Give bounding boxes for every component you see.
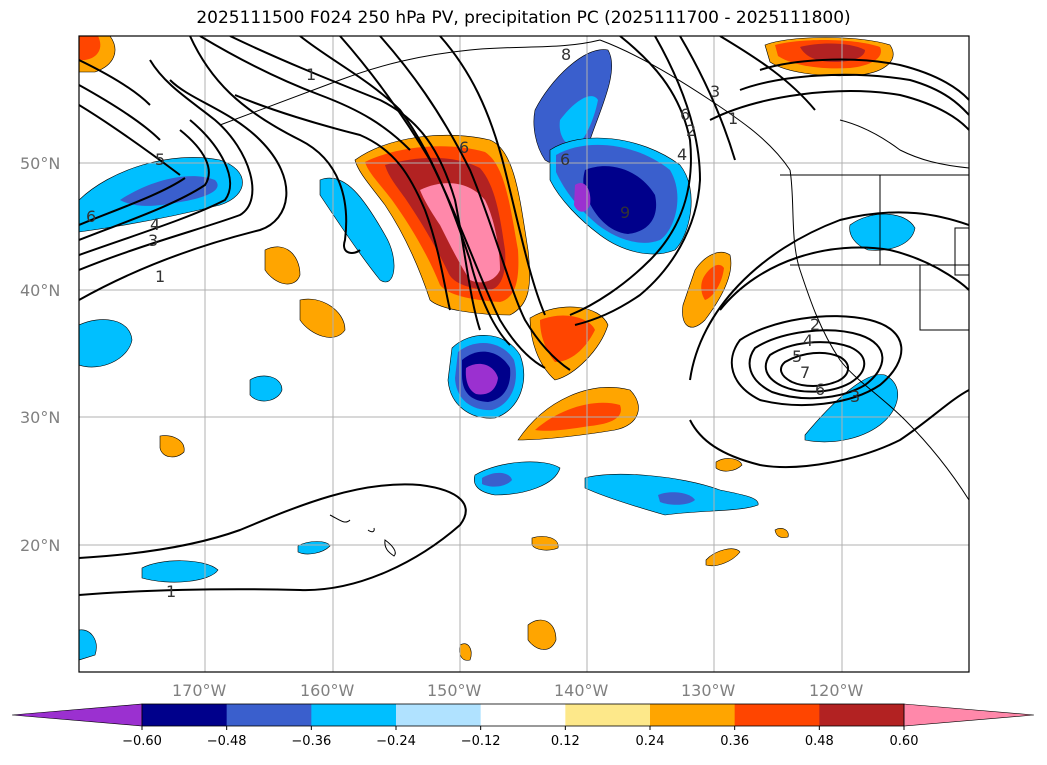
colorbar-extend-max: [903, 703, 1035, 727]
contour-label: 3: [850, 387, 860, 406]
contour-label: 6: [680, 105, 690, 124]
colorbar-segment: [480, 704, 566, 726]
colorbar-segment: [311, 704, 397, 726]
contour-label: 4: [150, 215, 160, 234]
colorbar-segment: [650, 704, 736, 726]
colorbar-tick-label: 0.12: [551, 734, 580, 749]
colorbar-tick-label: −0.36: [291, 734, 331, 749]
colorbar-tick-label: 0.48: [805, 734, 834, 749]
lon-label: 120°W: [809, 681, 864, 700]
lon-label: 140°W: [554, 681, 609, 700]
colorbar-segment: [565, 704, 651, 726]
lat-label: 40°N: [20, 281, 60, 300]
lon-label: 160°W: [300, 681, 355, 700]
precipitation-shading: [79, 36, 916, 661]
latitude-labels: 50°N 40°N 30°N 20°N: [20, 154, 60, 555]
contour-label: 4: [677, 145, 687, 164]
colorbar-tick-label: 0.24: [636, 734, 665, 749]
colorbar-segment: [819, 704, 905, 726]
longitude-labels: 170°W 160°W 150°W 140°W 130°W 120°W: [172, 681, 864, 700]
coastlines: [219, 39, 969, 557]
colorbar-segment: [142, 704, 228, 726]
contour-label: 1: [728, 109, 738, 128]
lon-label: 150°W: [427, 681, 482, 700]
contour-label: 6: [815, 380, 825, 399]
plot-frame: [78, 35, 970, 673]
contour-label: 5: [792, 347, 802, 366]
contour-label: 3: [148, 231, 158, 250]
contour-label: 3: [710, 82, 720, 101]
contour-label: 1: [155, 267, 165, 286]
contour-label: 1: [166, 582, 176, 601]
colorbar-tick-label: −0.48: [207, 734, 247, 749]
lon-label: 170°W: [172, 681, 227, 700]
contour-label: 2: [810, 315, 820, 334]
contour-label: 6: [560, 150, 570, 169]
pv-contours: [79, 36, 969, 596]
colorbar-tick-label: −0.24: [376, 734, 416, 749]
contour-label: 6: [459, 138, 469, 157]
colorbar-segment: [226, 704, 312, 726]
colorbar-tick-label: −0.12: [461, 734, 501, 749]
contour-label: 7: [800, 363, 810, 382]
contour-label: 6: [86, 207, 96, 226]
colorbar-segment: [396, 704, 482, 726]
contour-labels: 1 3 4 6 1 5 6 6 8 9 1 4 2 4 5 6 3 6 3 2 …: [86, 45, 860, 601]
lon-label: 130°W: [681, 681, 736, 700]
contour-label: 4: [803, 331, 813, 350]
colorbar-tick-label: −0.60: [122, 734, 162, 749]
colorbar-extend-min: [11, 703, 143, 727]
graticule: [79, 36, 969, 672]
colorbar-segment: [734, 704, 820, 726]
colorbar-tick-label: 0.60: [890, 734, 919, 749]
contour-label: 5: [155, 150, 165, 169]
colorbar-tick-label: 0.36: [720, 734, 749, 749]
lat-label: 50°N: [20, 154, 60, 173]
colorbar-frame: [141, 703, 905, 727]
contour-label: 9: [620, 203, 630, 222]
colorbar: −0.60 −0.48 −0.36 −0.24 −0.12 0.12 0.24 0.36 0.4…: [11, 703, 1035, 749]
map-title: 2025111500 F024 250 hPa PV, precipitatio…: [196, 8, 851, 28]
contour-label: 2: [686, 121, 696, 140]
contour-label: 8: [561, 45, 571, 64]
lat-label: 20°N: [20, 536, 60, 555]
contour-label: 1: [306, 65, 316, 84]
lat-label: 30°N: [20, 408, 60, 427]
